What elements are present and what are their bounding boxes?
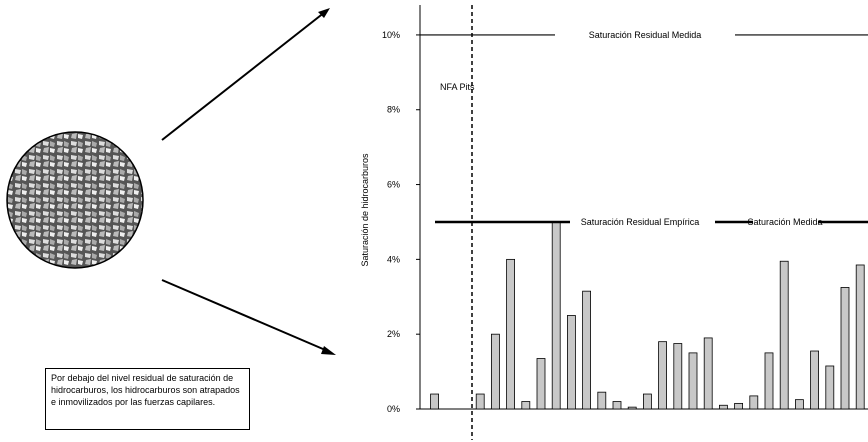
pore-diagram xyxy=(6,131,144,269)
bar xyxy=(627,406,637,410)
note-box: Por debajo del nivel residual de saturac… xyxy=(45,368,250,430)
bar xyxy=(430,393,440,410)
reference-label: Saturación Residual Medida xyxy=(589,30,702,40)
arrow xyxy=(161,11,326,141)
bar xyxy=(475,393,485,410)
arrow xyxy=(161,279,331,353)
label-bg xyxy=(753,213,818,230)
arrow-head xyxy=(318,8,330,18)
bar xyxy=(779,260,789,410)
bar xyxy=(825,365,835,410)
bar xyxy=(490,333,500,410)
y-tick-label: 2% xyxy=(387,329,400,339)
bar xyxy=(719,404,728,410)
y-tick-label: 6% xyxy=(387,180,400,190)
bar xyxy=(734,402,743,410)
bar xyxy=(643,393,652,410)
y-tick-label: 4% xyxy=(387,254,400,264)
bar xyxy=(582,290,591,410)
y-tick-label: 0% xyxy=(387,404,400,414)
label-bg xyxy=(555,28,735,41)
bar xyxy=(597,391,607,410)
bar xyxy=(506,258,516,410)
reference-label: Saturación Residual Empírica xyxy=(581,217,700,227)
bar xyxy=(795,399,804,410)
arrow-head xyxy=(321,346,336,355)
annotation: NFA Pits xyxy=(440,82,475,92)
bar xyxy=(567,315,576,410)
y-axis-label: Saturación de hidrocarburos xyxy=(360,153,370,267)
y-tick-label: 10% xyxy=(382,30,400,40)
bar xyxy=(810,350,819,410)
annotation: Saturación Medida xyxy=(747,217,822,227)
bar xyxy=(551,221,561,410)
bar xyxy=(536,358,546,410)
bar xyxy=(612,401,622,410)
bar xyxy=(855,264,865,410)
bar xyxy=(658,341,667,410)
bar xyxy=(840,287,850,410)
bar xyxy=(673,343,683,410)
bar xyxy=(703,337,713,410)
label-bg xyxy=(570,213,715,230)
bar xyxy=(688,352,698,410)
bar xyxy=(749,395,759,410)
y-tick-label: 8% xyxy=(387,105,400,115)
bar xyxy=(764,352,774,410)
bar xyxy=(521,401,531,410)
